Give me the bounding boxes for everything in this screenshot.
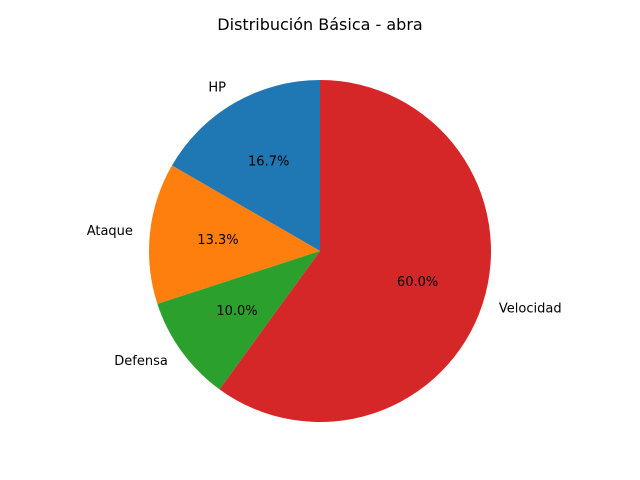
category-label-velocidad: Velocidad	[499, 302, 562, 317]
category-label-hp: HP	[208, 81, 226, 96]
category-label-ataque: Ataque	[87, 224, 133, 239]
pie-slice-velocidad	[219, 80, 492, 422]
chart-title: Distribución Básica - abra	[217, 15, 422, 34]
percent-label-defensa: 10.0%	[216, 304, 257, 319]
category-label-defensa: Defensa	[114, 354, 168, 369]
pie-slices	[148, 80, 492, 422]
pie-slice-ataque	[148, 165, 320, 304]
percent-label-hp: 16.7%	[248, 155, 289, 170]
percent-label-velocidad: 60.0%	[397, 275, 438, 290]
pie-labels: HP 16.7% Ataque 13.3% Defensa 10.0% Velocidad 6…	[87, 81, 562, 369]
pie-slice-defensa	[157, 251, 320, 390]
percent-label-ataque: 13.3%	[197, 233, 238, 248]
pie-slice-hp	[171, 80, 320, 251]
